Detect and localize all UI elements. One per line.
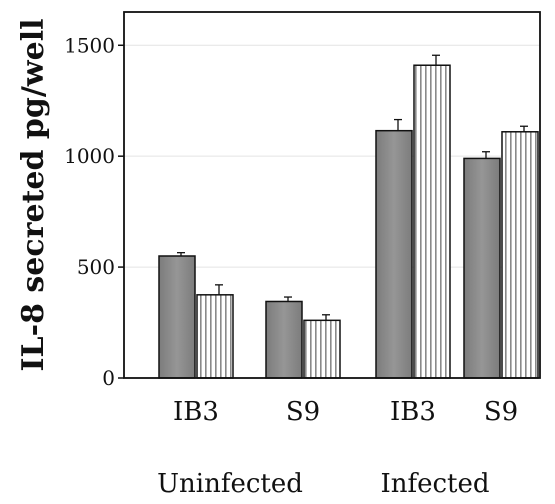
labels: 0 500 1000 1500 IB3 S9 IB3 S9 Uninfected Infected (64, 33, 518, 499)
plot-frame (123, 11, 541, 379)
x-category-label: IB3 (390, 397, 436, 427)
x-group-label-infected: Infected (380, 469, 489, 499)
y-axis-title: IL-8 secreted pg/well (16, 18, 51, 371)
y-tick-label: 1500 (64, 33, 115, 57)
bars (158, 54, 539, 379)
x-category-label: S9 (484, 397, 518, 427)
bar-series1-s9-4 (463, 157, 501, 379)
bar-series1-s9-2 (265, 300, 303, 379)
bar-series2-ib3-1 (196, 294, 234, 379)
bar-series2-ib3-3 (413, 64, 451, 379)
y-tick-label: 0 (102, 366, 115, 390)
x-category-label: S9 (286, 397, 320, 427)
x-category-label: IB3 (173, 397, 219, 427)
bar-series2-s9-4 (501, 131, 539, 379)
bar-series2-s9-2 (303, 319, 341, 379)
axes (118, 11, 541, 379)
bar-series1-ib3-1 (158, 255, 196, 379)
x-group-label-uninfected: Uninfected (157, 469, 303, 499)
y-tick-label: 500 (77, 255, 115, 279)
y-tick-label: 1000 (64, 144, 115, 168)
bar-series1-ib3-3 (375, 129, 413, 379)
